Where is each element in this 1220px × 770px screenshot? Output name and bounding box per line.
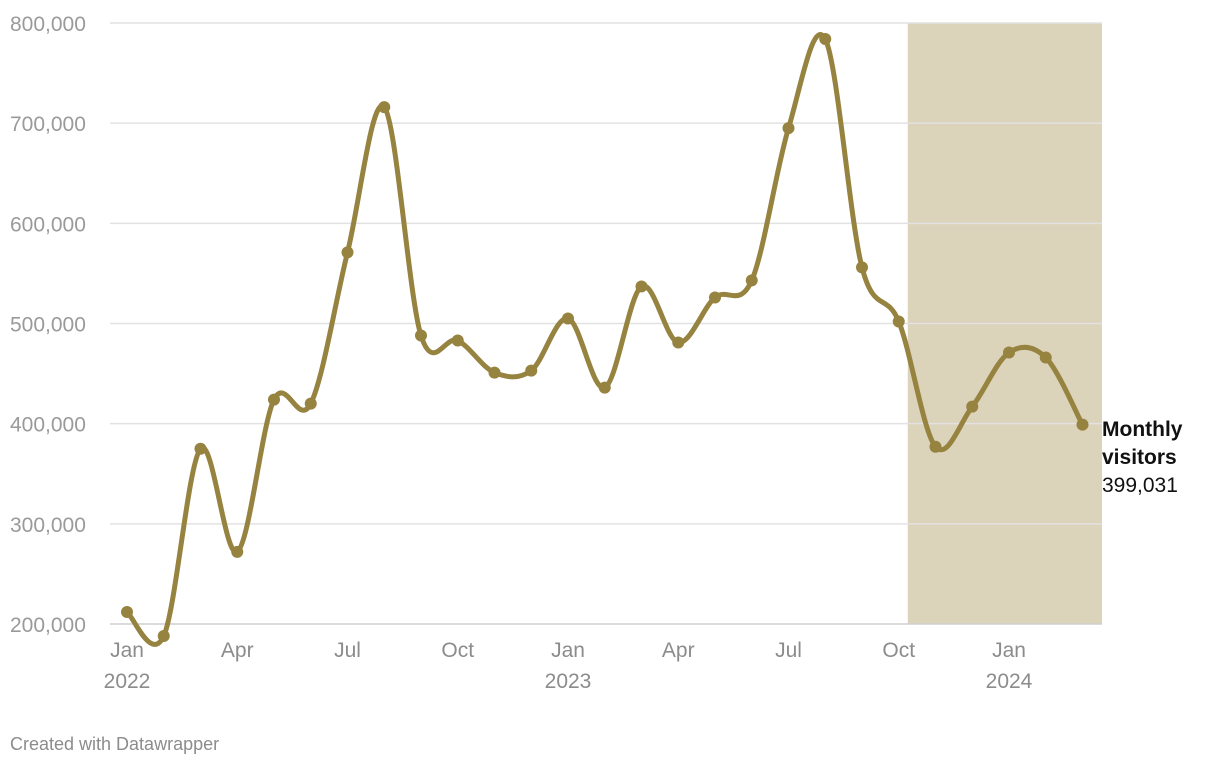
x-tick-label: Jul <box>334 639 361 662</box>
line-chart: 200,000 300,000 400,000 500,000 600,000 700,0… <box>10 13 1183 693</box>
y-tick-label: 600,000 <box>10 213 86 236</box>
x-tick-label: Jan <box>992 639 1026 662</box>
data-point <box>231 545 244 558</box>
y-tick-label: 700,000 <box>10 113 86 136</box>
data-point <box>1076 418 1089 431</box>
data-point <box>892 315 905 328</box>
data-point <box>157 630 170 643</box>
data-point <box>709 291 721 304</box>
data-point <box>378 101 391 114</box>
data-point <box>672 336 685 349</box>
series-end-label-line1: Monthly <box>1102 418 1183 441</box>
data-point <box>451 334 464 347</box>
x-tick-label: Jan <box>110 639 144 662</box>
data-point <box>929 440 942 453</box>
x-tick-label: Apr <box>221 639 254 662</box>
y-tick-label: 400,000 <box>10 414 86 437</box>
data-point <box>635 280 648 293</box>
data-point <box>598 381 611 394</box>
data-point <box>268 393 280 406</box>
data-point <box>856 261 868 274</box>
data-point <box>341 246 354 259</box>
x-tick-label: Jul <box>775 639 802 662</box>
x-tick-year-label: 2022 <box>104 670 151 693</box>
y-tick-label: 800,000 <box>10 13 86 36</box>
y-tick-label: 200,000 <box>10 614 86 637</box>
y-tick-label: 300,000 <box>10 514 86 537</box>
x-tick-year-label: 2023 <box>545 670 592 693</box>
x-tick-label: Apr <box>662 639 695 662</box>
data-point <box>415 329 427 342</box>
data-point <box>121 605 133 618</box>
data-point <box>1003 346 1015 359</box>
x-tick-year-label: 2024 <box>986 670 1033 693</box>
credit-text: Created with Datawrapper <box>10 734 220 754</box>
x-tick-label: Oct <box>441 639 474 662</box>
data-point <box>1039 351 1052 364</box>
x-tick-label: Jan <box>551 639 585 662</box>
data-point <box>819 33 832 46</box>
data-point <box>782 122 795 135</box>
series-end-label-line2: visitors <box>1102 446 1177 469</box>
data-point <box>562 312 574 325</box>
series-end-value-label: 399,031 <box>1102 474 1178 497</box>
y-tick-label: 500,000 <box>10 314 86 337</box>
data-point <box>525 364 538 377</box>
data-point <box>745 274 758 287</box>
data-point <box>304 397 317 410</box>
data-point <box>488 366 501 379</box>
data-point <box>194 442 207 455</box>
x-tick-label: Oct <box>882 639 915 662</box>
data-point <box>966 400 979 413</box>
